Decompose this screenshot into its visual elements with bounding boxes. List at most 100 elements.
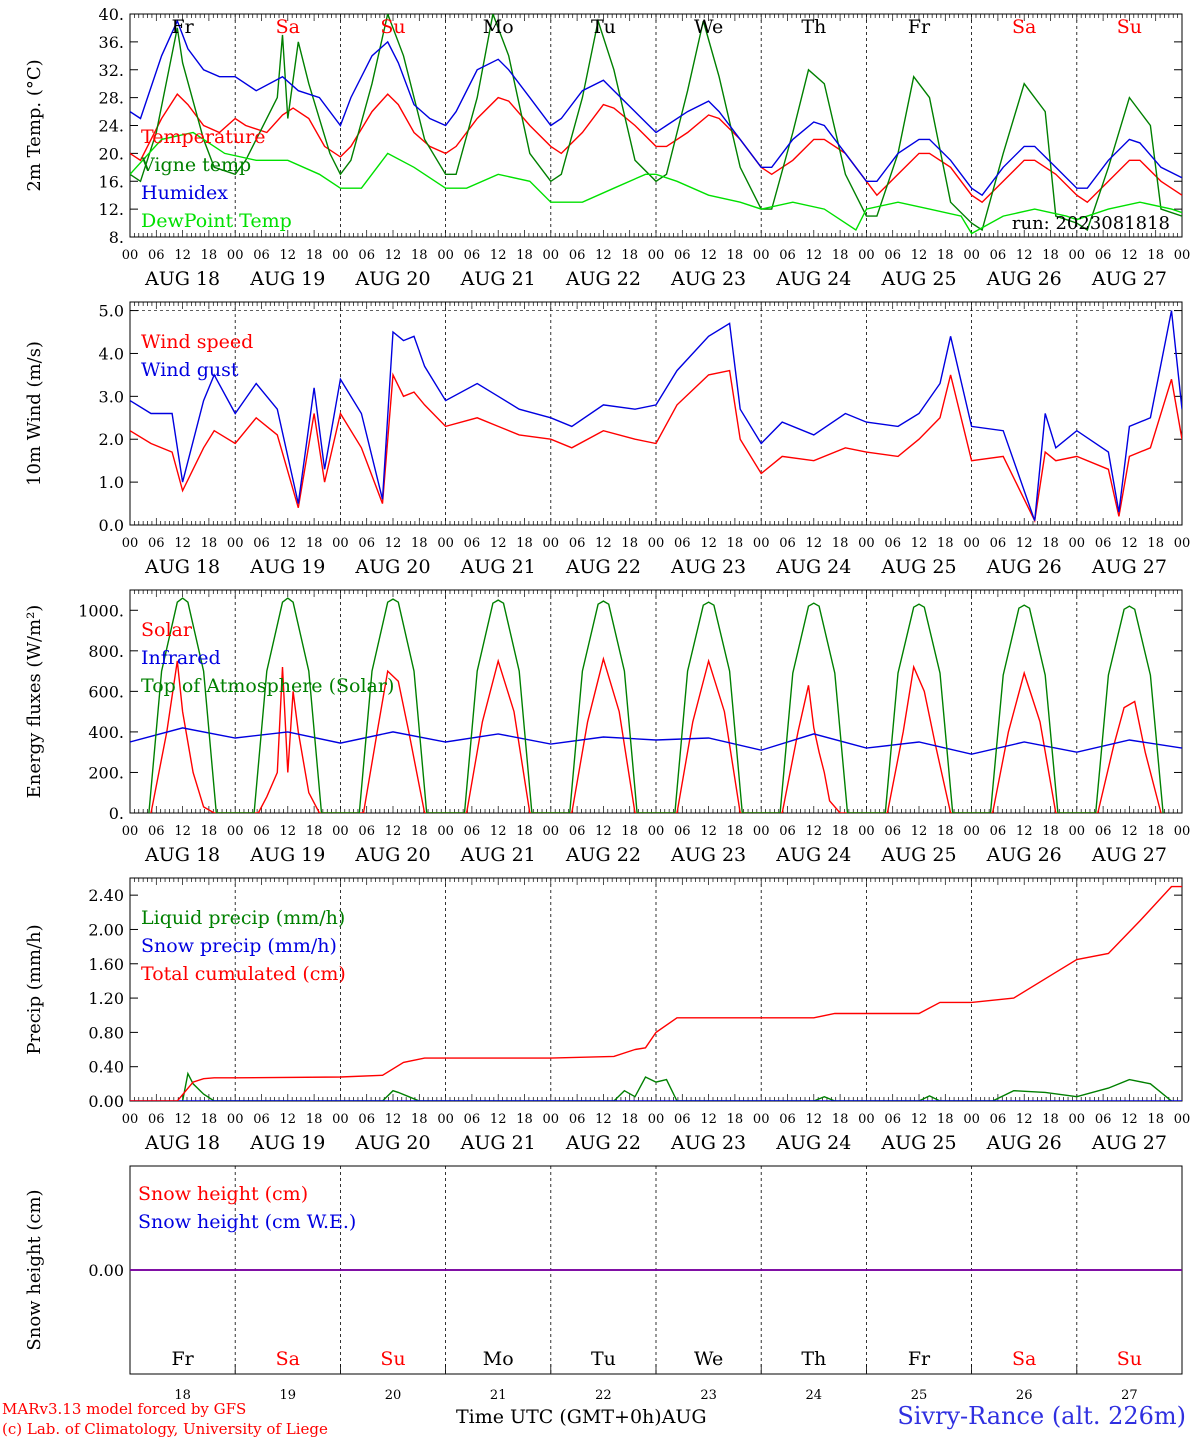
hour-label: 00 — [332, 1112, 349, 1127]
hour-label: 00 — [543, 536, 560, 551]
hour-label: 18 — [516, 248, 533, 263]
hour-label: 18 — [306, 824, 323, 839]
hour-label: 18 — [621, 248, 638, 263]
weekday-label: Tu — [591, 1348, 616, 1370]
series-line-blue — [130, 310, 1182, 521]
date-label: AUG 18 — [144, 556, 220, 578]
weekday-label: We — [694, 1348, 723, 1370]
y-tick-label: 5.0 — [99, 302, 124, 321]
hour-label: 12 — [490, 248, 507, 263]
y-tick-label: 3.0 — [99, 387, 124, 406]
date-label: AUG 25 — [880, 844, 956, 866]
series-line-red — [130, 369, 1182, 524]
hour-label: 06 — [253, 536, 270, 551]
date-label: AUG 21 — [460, 268, 536, 290]
hour-label: 00 — [1174, 1112, 1191, 1127]
hour-label: 06 — [884, 1112, 901, 1127]
date-label: AUG 23 — [670, 268, 746, 290]
y-tick-label: 0.40 — [88, 1058, 124, 1077]
weekday-label: Fr — [171, 1348, 194, 1370]
hour-label: 18 — [201, 536, 218, 551]
hour-label: 18 — [727, 248, 744, 263]
hour-label: 06 — [148, 248, 165, 263]
hour-label: 18 — [516, 824, 533, 839]
date-label: AUG 20 — [354, 844, 430, 866]
hour-label: 12 — [1016, 536, 1033, 551]
y-tick-label: 1.0 — [99, 473, 124, 492]
hour-label: 00 — [122, 1112, 139, 1127]
hour-label: 06 — [148, 1112, 165, 1127]
hour-label: 00 — [858, 1112, 875, 1127]
hour-label: 18 — [201, 824, 218, 839]
weekday-label: Tu — [591, 16, 616, 38]
hour-label: 18 — [1147, 1112, 1164, 1127]
hour-label: 06 — [779, 248, 796, 263]
panel-frame — [129, 589, 1183, 814]
hour-label: 12 — [174, 536, 191, 551]
date-label: AUG 22 — [565, 844, 641, 866]
hour-label: 06 — [990, 536, 1007, 551]
hour-label: 00 — [858, 248, 875, 263]
weekday-label: Mo — [483, 1348, 514, 1370]
hour-label: 06 — [1095, 1112, 1112, 1127]
y-tick-label: 0.00 — [88, 1092, 124, 1111]
date-label: AUG 27 — [1091, 844, 1167, 866]
day-number-label: 20 — [385, 1388, 402, 1403]
series-line-green — [181, 1071, 1172, 1101]
date-label: AUG 27 — [1091, 556, 1167, 578]
date-label: AUG 27 — [1091, 268, 1167, 290]
y-axis-label: Snow height (cm) — [24, 1189, 45, 1350]
hour-label: 18 — [411, 824, 428, 839]
hour-label: 06 — [1095, 824, 1112, 839]
legend-entry: Snow height (cm W.E.) — [138, 1211, 356, 1233]
hour-label: 18 — [832, 824, 849, 839]
y-tick-label: 36. — [99, 33, 124, 52]
y-tick-label: 400. — [88, 723, 124, 742]
legend-entry: Liquid precip (mm/h) — [141, 907, 345, 929]
series-line-blue — [130, 727, 1182, 755]
hour-label: 12 — [806, 824, 823, 839]
y-tick-label: 8. — [109, 228, 124, 247]
hour-label: 00 — [122, 536, 139, 551]
y-tick-label: 2.40 — [88, 886, 124, 905]
hour-label: 00 — [332, 536, 349, 551]
date-label: AUG 24 — [775, 1132, 851, 1154]
hour-label: 00 — [753, 824, 770, 839]
hour-label: 18 — [306, 248, 323, 263]
series-line-blue — [130, 19, 1182, 197]
date-label: AUG 27 — [1091, 1132, 1167, 1154]
hour-label: 06 — [884, 824, 901, 839]
day-number-label: 24 — [806, 1388, 823, 1403]
hour-label: 00 — [858, 536, 875, 551]
hour-label: 06 — [674, 248, 691, 263]
y-tick-label: 800. — [88, 642, 124, 661]
y-tick-label: 2.00 — [88, 920, 124, 939]
date-label: AUG 24 — [775, 556, 851, 578]
legend-entry: Wind gust — [141, 359, 239, 381]
credit-line-2: (c) Lab. of Climatology, University of L… — [2, 1420, 328, 1438]
hour-label: 12 — [385, 824, 402, 839]
hour-label: 18 — [937, 536, 954, 551]
y-axis-label: 2m Temp. (°C) — [24, 59, 45, 191]
hour-label: 18 — [306, 536, 323, 551]
day-number-label: 26 — [1016, 1388, 1033, 1403]
hour-label: 06 — [1095, 536, 1112, 551]
hour-label: 00 — [227, 536, 244, 551]
hour-label: 00 — [543, 1112, 560, 1127]
hour-label: 00 — [963, 248, 980, 263]
weekday-label: Fr — [171, 16, 194, 38]
hour-label: 00 — [122, 824, 139, 839]
panel-precip: 0.00 0.40 0.80 1.20 1.60 2.00 2.40 Precip (mm/h… — [24, 877, 1191, 1154]
hour-label: 06 — [253, 824, 270, 839]
date-label: AUG 19 — [249, 1132, 325, 1154]
y-tick-label: 4.0 — [99, 344, 124, 363]
series-line-red — [130, 885, 1182, 1101]
weekday-label: Su — [1117, 16, 1142, 38]
date-label: AUG 22 — [565, 556, 641, 578]
hour-label: 06 — [253, 248, 270, 263]
day-number-label: 23 — [700, 1388, 717, 1403]
y-axis-label: Precip (mm/h) — [24, 924, 45, 1054]
weekday-label: Sa — [276, 1348, 300, 1370]
series-line-green — [148, 597, 1164, 813]
legend-entry: Snow height (cm) — [138, 1183, 308, 1205]
